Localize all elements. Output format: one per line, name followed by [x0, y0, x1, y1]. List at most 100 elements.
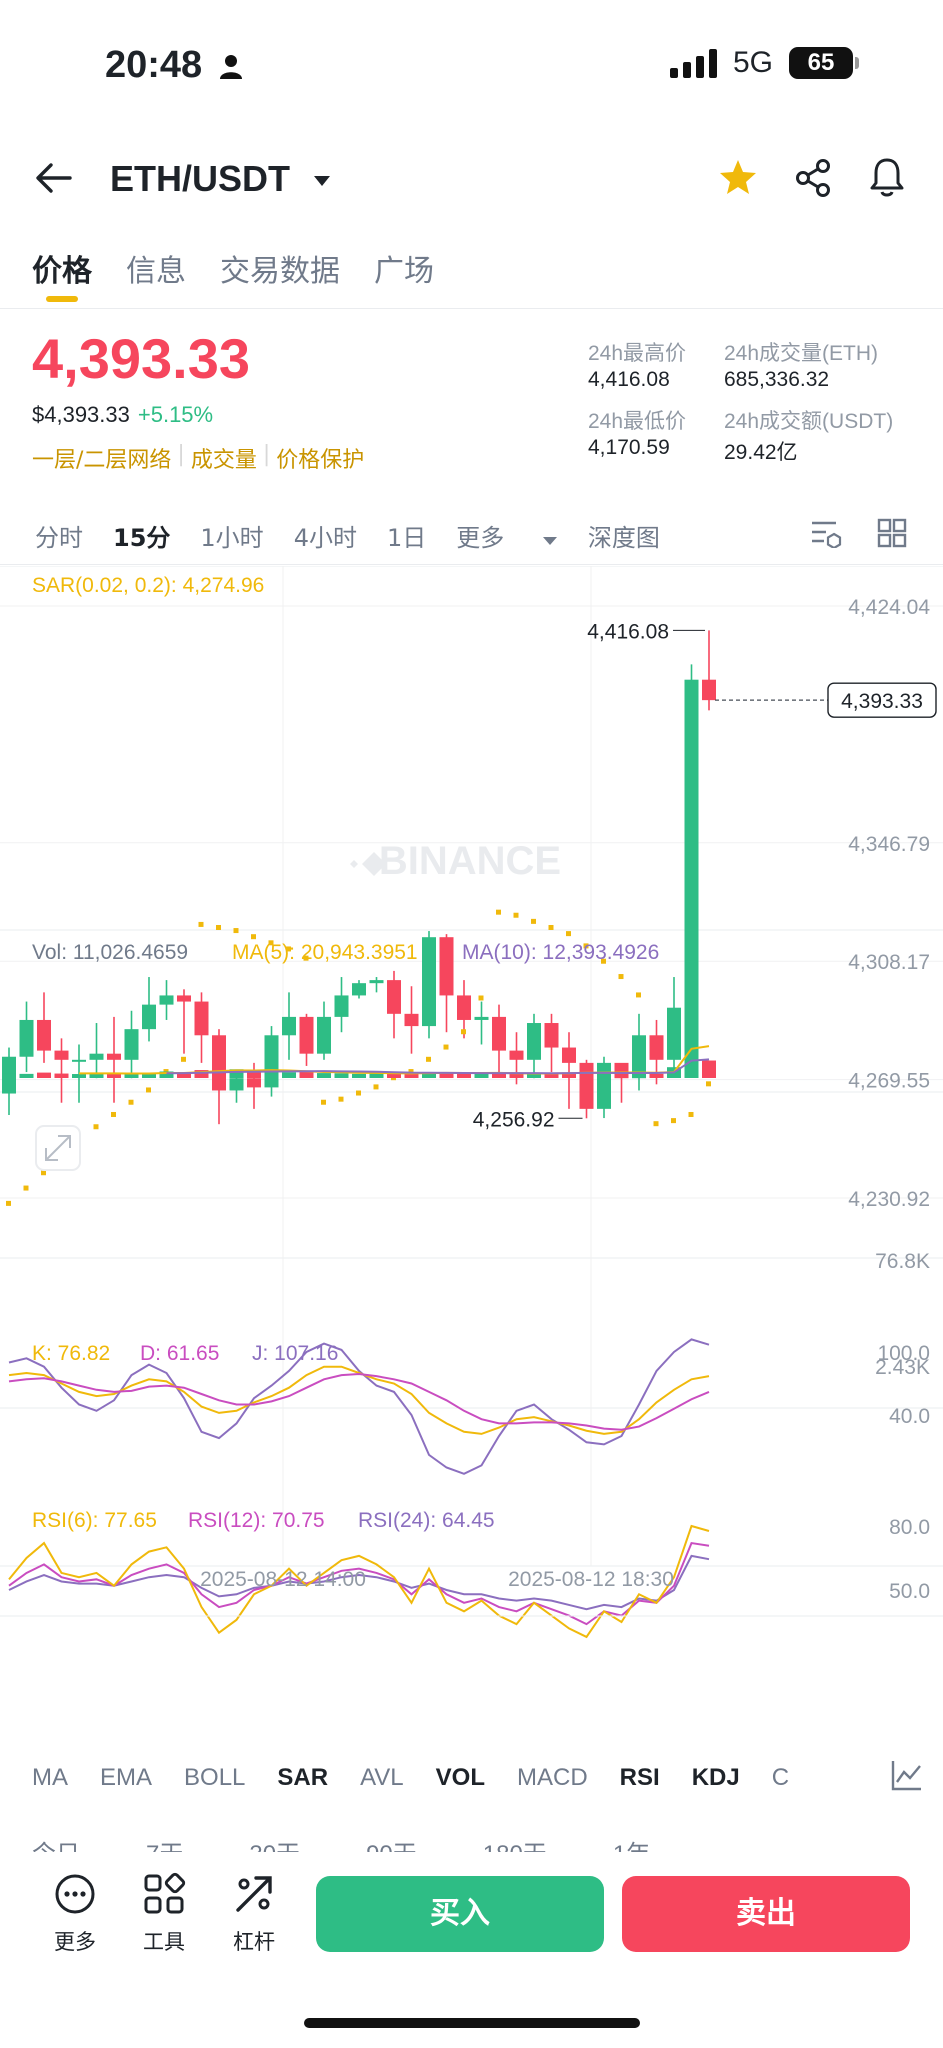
leverage-button[interactable]: 杠杆: [219, 1872, 289, 1956]
indicator-sar[interactable]: SAR: [277, 1764, 329, 1791]
indicator-macd[interactable]: MACD: [517, 1764, 588, 1791]
indicator-vol[interactable]: VOL: [435, 1764, 485, 1791]
tag-volume[interactable]: 成交量: [190, 448, 257, 473]
tab-trading-data[interactable]: 交易数据: [220, 254, 340, 289]
candle-body: [37, 1019, 51, 1051]
sar-dot: [268, 940, 274, 946]
stat-amount-label: 24h成交额(USDT): [724, 410, 894, 433]
candle-body: [387, 980, 401, 1014]
home-indicator[interactable]: [304, 2018, 640, 2028]
volume-bar: [404, 1073, 419, 1078]
sar-dot: [531, 918, 536, 924]
indicator-ema[interactable]: EMA: [100, 1764, 153, 1791]
sar-dot: [233, 928, 239, 934]
sar-dot: [303, 955, 309, 961]
rsi6-label: RSI(6): 77.65: [32, 1509, 157, 1532]
price-tick-label: 4,424.04: [848, 596, 930, 619]
back-arrow-icon[interactable]: [34, 160, 74, 196]
volume-bar: [649, 1073, 664, 1078]
indicator-boll[interactable]: BOLL: [184, 1764, 246, 1791]
network-type: 5G: [732, 46, 773, 79]
sar-dot: [566, 931, 571, 937]
price-tick-label: 4,230.92: [848, 1188, 930, 1211]
volume-bar: [632, 1073, 646, 1078]
layout-grid-icon[interactable]: [877, 518, 907, 548]
tab-info[interactable]: 信息: [126, 254, 186, 289]
chart-settings-icon[interactable]: [810, 518, 842, 548]
sar-dot: [198, 921, 204, 927]
sar-dot: [408, 1069, 414, 1075]
indicator-settings-icon[interactable]: [890, 1758, 924, 1792]
kdj-tick-label: 40.0: [889, 1405, 930, 1428]
range-2[interactable]: 30天: [249, 1834, 300, 1852]
candle-body: [334, 995, 349, 1017]
rsi24-label: RSI(24): 64.45: [358, 1509, 495, 1532]
range-4[interactable]: 180天: [483, 1834, 547, 1852]
volume-bar: [562, 1072, 576, 1078]
candle-body: [579, 1062, 594, 1109]
bell-icon[interactable]: [868, 156, 906, 198]
share-icon[interactable]: [794, 158, 832, 198]
kline-chart[interactable]: 4,424.04 4,346.79 4,308.17 4,269.55 4,230.92…: [0, 566, 943, 1726]
rsi24-line: [8, 1554, 710, 1611]
volume-bar: [89, 1072, 104, 1078]
candle-body: [124, 1029, 139, 1060]
kdj-j-label: J: 107.16: [252, 1342, 338, 1365]
tab-price[interactable]: 价格: [32, 246, 92, 302]
volume-bar: [177, 1072, 191, 1078]
candle-body: [89, 1053, 104, 1060]
candle-body: [649, 1035, 664, 1060]
volume-bar: [457, 1073, 471, 1078]
indicator-avl[interactable]: AVL: [360, 1764, 404, 1791]
tab-square[interactable]: 广场: [374, 254, 434, 289]
sar-dot: [478, 995, 484, 1001]
volume-bar: [352, 1073, 366, 1078]
tools-label: 工具: [143, 1930, 185, 1954]
usd-price-line: $4,393.33 +5.15%: [32, 402, 213, 428]
interval-time[interactable]: 分时: [35, 524, 83, 552]
price-change: +5.15%: [137, 402, 214, 427]
person-icon: [219, 54, 242, 79]
interval-1d[interactable]: 1日: [386, 524, 427, 552]
range-0[interactable]: 今日: [32, 1834, 80, 1852]
more-dots-icon: [55, 1874, 95, 1914]
more-button[interactable]: 更多: [40, 1872, 110, 1956]
tag-links: 一层/二层网络 | 成交量 | 价格保护: [32, 442, 364, 474]
stat-low-label: 24h最低价: [588, 410, 687, 433]
range-5[interactable]: 1年: [613, 1834, 650, 1852]
favorite-star-icon[interactable]: [718, 158, 758, 196]
range-1[interactable]: 7天: [146, 1834, 183, 1852]
sell-button[interactable]: 卖出: [622, 1876, 910, 1952]
volume-bar: [387, 1073, 401, 1078]
sar-dot: [356, 1090, 361, 1096]
sar-dot: [6, 1200, 11, 1206]
volume-bar: [527, 1073, 541, 1078]
sar-dot: [513, 912, 519, 918]
indicator-rsi[interactable]: RSI: [619, 1764, 660, 1791]
indicator-ma[interactable]: MA: [32, 1764, 68, 1791]
binance-watermark: BINANCE: [379, 839, 561, 883]
depth-chart-tab[interactable]: 深度图: [587, 524, 660, 552]
sar-dot: [338, 1096, 344, 1102]
indicator-c[interactable]: C: [771, 1764, 790, 1791]
buy-button[interactable]: 买入: [316, 1876, 604, 1952]
tag-price-protection[interactable]: 价格保护: [276, 448, 365, 473]
interval-4h[interactable]: 4小时: [293, 524, 357, 552]
interval-more[interactable]: 更多: [456, 518, 558, 553]
volume-bar: [317, 1073, 331, 1078]
interval-15m[interactable]: 15分: [113, 524, 171, 552]
pair-selector[interactable]: ETH/USDT: [110, 158, 332, 200]
interval-1h[interactable]: 1小时: [200, 524, 264, 552]
tools-button[interactable]: 工具: [129, 1872, 199, 1956]
sar-dot: [181, 1056, 186, 1062]
range-3[interactable]: 90天: [366, 1834, 417, 1852]
candle-body: [247, 1078, 261, 1088]
volume-bar: [107, 1073, 121, 1078]
tag-layer-networks[interactable]: 一层/二层网络: [32, 448, 172, 473]
interval-more-label: 更多: [456, 524, 505, 552]
sar-dot: [688, 1111, 694, 1117]
kdj-d-label: D: 61.65: [140, 1342, 219, 1365]
volume-bar: [544, 1073, 559, 1078]
sar-dot: [706, 1081, 711, 1087]
indicator-kdj[interactable]: KDJ: [691, 1764, 740, 1791]
